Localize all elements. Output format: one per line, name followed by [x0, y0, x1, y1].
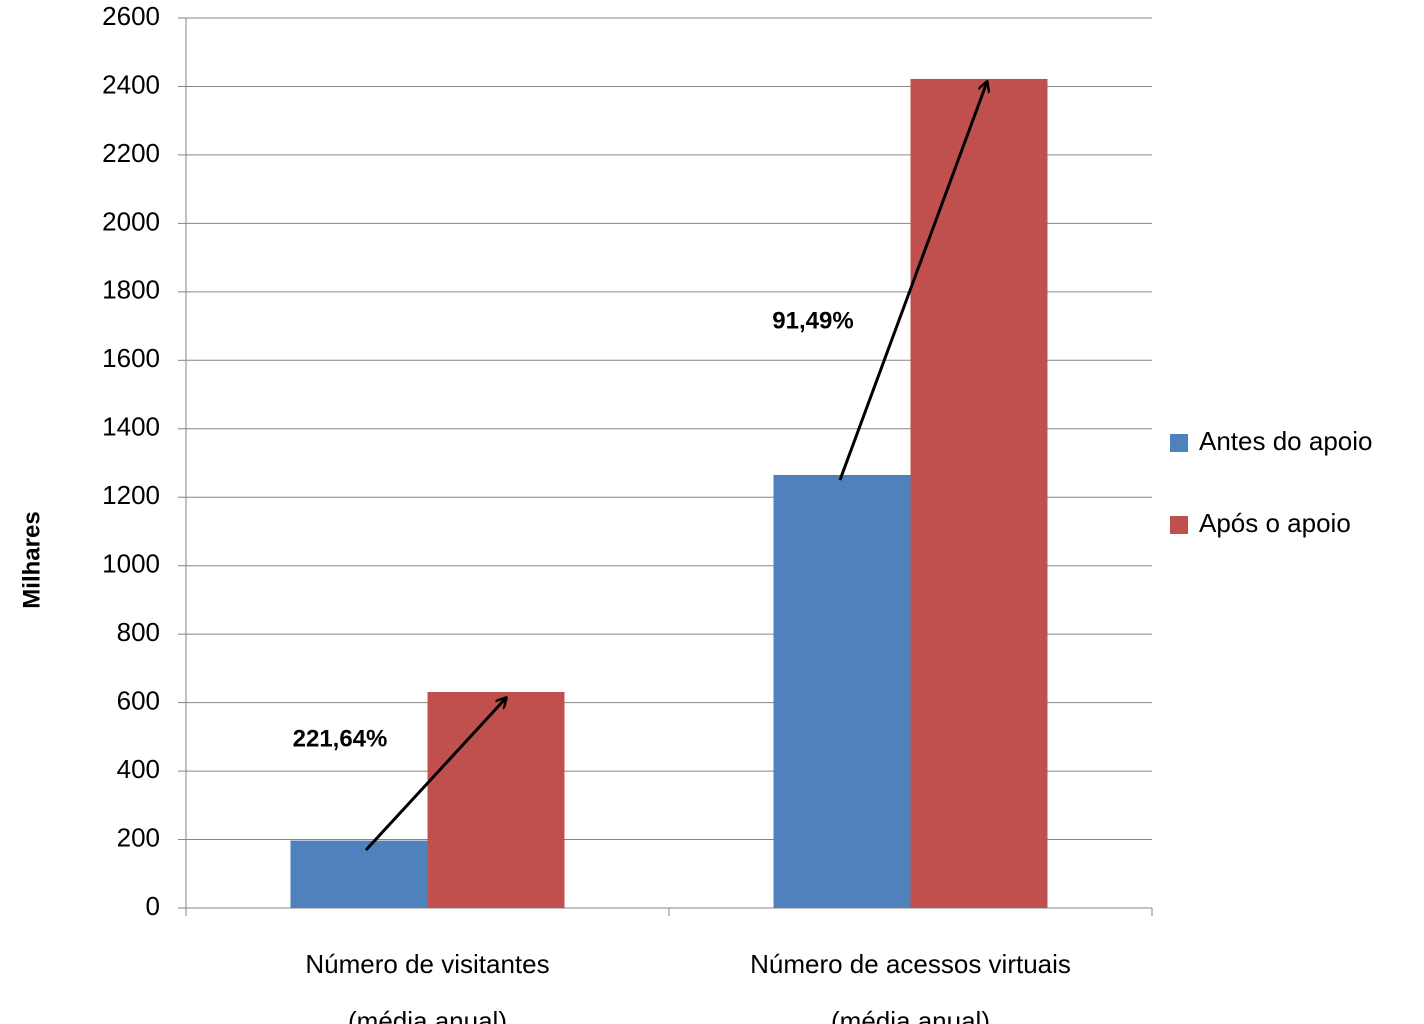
y-tick-label: 1400	[102, 412, 160, 442]
y-tick-label: 2600	[102, 1, 160, 31]
x-tick-label-line: (média anual)	[348, 1006, 507, 1024]
x-tick-label-line: (média anual)	[831, 1006, 990, 1024]
bar	[290, 840, 428, 908]
annotation: 91,49%	[772, 307, 853, 334]
y-axis-label: Milhares	[18, 511, 45, 608]
arrow	[364, 698, 506, 852]
y-tick-label: 1800	[102, 275, 160, 305]
x-tick-label-line: Número de visitantes	[305, 949, 549, 979]
x-tick-label: Número de visitantes (média anual)	[305, 949, 549, 1024]
y-tick-label: 0	[146, 891, 160, 921]
x-tick-label-line: Número de acessos virtuais	[750, 949, 1071, 979]
y-tick-label: 1200	[102, 480, 160, 510]
annotation: 221,64%	[293, 725, 388, 752]
bar	[910, 78, 1048, 908]
y-tick-label: 400	[117, 754, 160, 784]
y-tick-label: 2400	[102, 69, 160, 99]
bar	[427, 692, 565, 908]
y-tick-label: 600	[117, 685, 160, 715]
y-tick-label: 2000	[102, 206, 160, 236]
legend-swatch	[1170, 516, 1188, 534]
legend-swatch	[1170, 434, 1188, 452]
y-tick-label: 1000	[102, 549, 160, 579]
plot: 0 200 400 600 800 1000 1200 1400 1600 1800 2000 220…	[102, 1, 1153, 1024]
arrow	[838, 82, 987, 481]
y-tick-label: 800	[117, 617, 160, 647]
x-tick-label: Número de acessos virtuais (média anual)	[750, 949, 1071, 1024]
bar	[773, 474, 911, 908]
legend-label: Após o apoio	[1199, 508, 1351, 538]
legend-label: Antes do apoio	[1199, 426, 1372, 456]
y-tick-label: 200	[117, 822, 160, 852]
y-tick-label: 2200	[102, 138, 160, 168]
y-tick-label: 1600	[102, 343, 160, 373]
